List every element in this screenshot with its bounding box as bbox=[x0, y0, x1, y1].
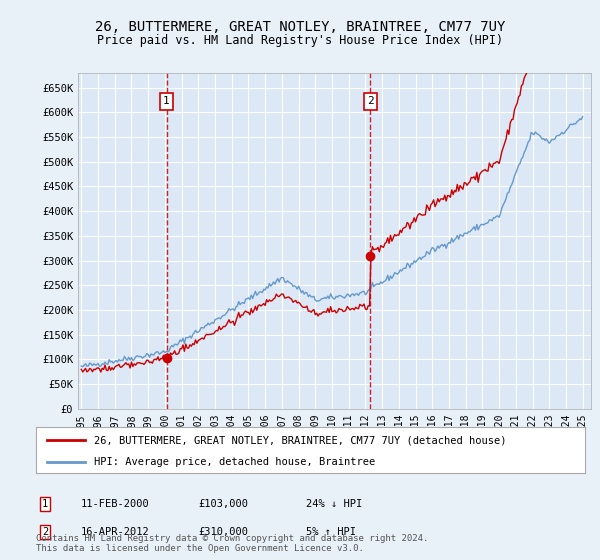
Text: 1: 1 bbox=[42, 499, 48, 509]
Text: £103,000: £103,000 bbox=[198, 499, 248, 509]
Text: 26, BUTTERMERE, GREAT NOTLEY, BRAINTREE, CM77 7UY (detached house): 26, BUTTERMERE, GREAT NOTLEY, BRAINTREE,… bbox=[94, 435, 506, 445]
Text: 11-FEB-2000: 11-FEB-2000 bbox=[81, 499, 150, 509]
Text: 1: 1 bbox=[163, 96, 170, 106]
Text: HPI: Average price, detached house, Braintree: HPI: Average price, detached house, Brai… bbox=[94, 457, 375, 466]
Text: 2: 2 bbox=[42, 527, 48, 537]
Text: £310,000: £310,000 bbox=[198, 527, 248, 537]
Text: 2: 2 bbox=[367, 96, 374, 106]
Text: Contains HM Land Registry data © Crown copyright and database right 2024.
This d: Contains HM Land Registry data © Crown c… bbox=[36, 534, 428, 553]
Text: 26, BUTTERMERE, GREAT NOTLEY, BRAINTREE, CM77 7UY: 26, BUTTERMERE, GREAT NOTLEY, BRAINTREE,… bbox=[95, 20, 505, 34]
Text: 24% ↓ HPI: 24% ↓ HPI bbox=[306, 499, 362, 509]
Text: Price paid vs. HM Land Registry's House Price Index (HPI): Price paid vs. HM Land Registry's House … bbox=[97, 34, 503, 46]
Text: 5% ↑ HPI: 5% ↑ HPI bbox=[306, 527, 356, 537]
Text: 16-APR-2012: 16-APR-2012 bbox=[81, 527, 150, 537]
